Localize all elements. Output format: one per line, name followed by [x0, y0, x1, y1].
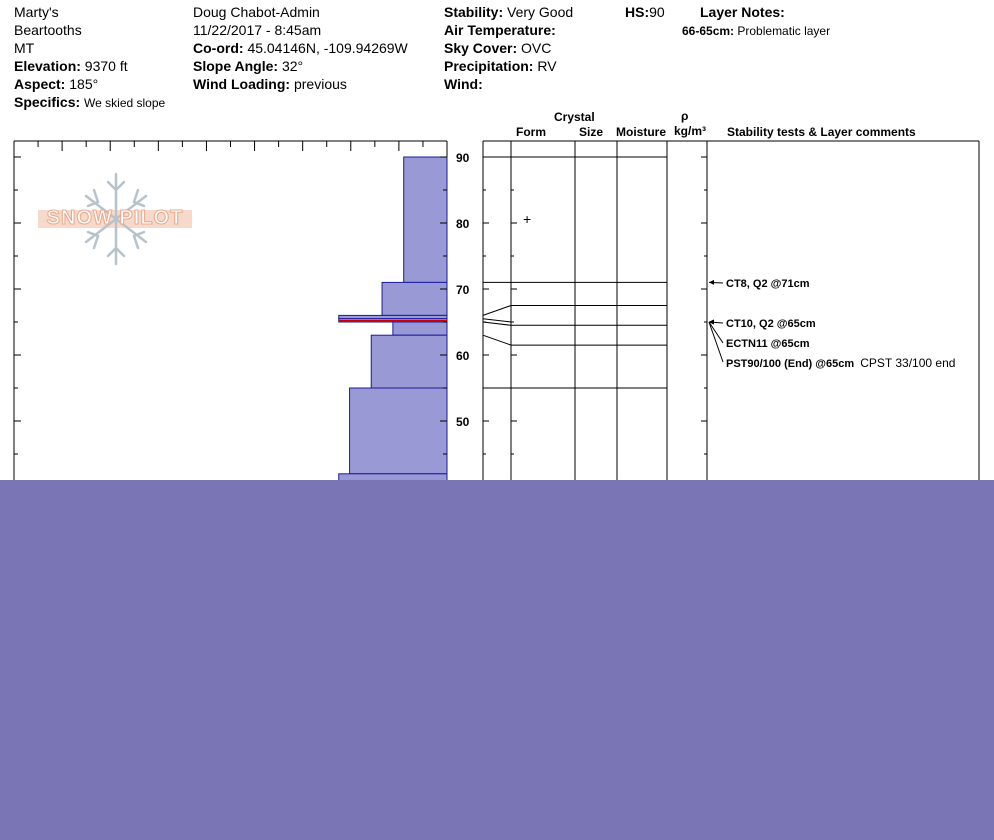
- layer-note: 66-65cm: Problematic layer: [682, 22, 830, 40]
- elevation-label: Elevation:: [14, 58, 81, 74]
- moisture-header: Moisture: [616, 125, 667, 139]
- wind-loading-value: previous: [293, 76, 347, 92]
- layer-connector: [482, 305, 512, 316]
- stability-label: Stability:: [444, 4, 504, 20]
- state-name: MT: [14, 40, 35, 56]
- stability-value: Very Good: [507, 4, 574, 20]
- observer-name: Doug Chabot-Admin: [193, 4, 320, 20]
- wind-row: Wind:: [444, 75, 483, 93]
- layer-connector: [482, 321, 512, 326]
- size-header: Size: [579, 125, 604, 139]
- coord-value: 45.04146N, -109.94269W: [247, 40, 408, 56]
- hs-row: HS:90: [625, 3, 665, 21]
- comment-text: CT8, Q2 @71cm: [726, 278, 810, 290]
- form-header: Form: [516, 125, 546, 139]
- aspect-label: Aspect:: [14, 76, 66, 92]
- wind-loading-label: Wind Loading:: [193, 76, 291, 92]
- hs-label: HS:: [625, 4, 650, 20]
- hardness-layer-bar: [381, 281, 448, 316]
- precipitation-value: RV: [537, 58, 557, 74]
- stability-test-arrow: [708, 321, 724, 363]
- slope-value: 32°: [281, 58, 304, 74]
- wind-label: Wind:: [444, 76, 483, 92]
- specifics-row: Specifics: We skied slope: [14, 93, 165, 112]
- wind-loading-row: Wind Loading: previous: [193, 75, 347, 93]
- comment-item: CT10, Q2 @65cm: [726, 318, 816, 330]
- layer-note-text: Problematic layer: [737, 24, 831, 38]
- aspect-row: Aspect: 185°: [14, 75, 98, 93]
- range-name: Beartooths: [14, 22, 82, 38]
- slope-label: Slope Angle:: [193, 58, 279, 74]
- elevation-value: 9370 ft: [84, 58, 128, 74]
- sky-cover-label: Sky Cover:: [444, 40, 518, 56]
- elevation-row: Elevation: 9370 ft: [14, 57, 128, 75]
- sky-cover-value: OVC: [521, 40, 552, 56]
- hardness-layer-bar: [349, 387, 448, 475]
- height-tick-label: 80: [456, 217, 470, 231]
- stability-test-arrowhead: [709, 319, 714, 325]
- crystal-form-symbol: +: [523, 211, 531, 227]
- comment-item: PST90/100 (End) @65cm CPST 33/100 end: [726, 357, 955, 370]
- slope-row: Slope Angle: 32°: [193, 57, 303, 75]
- comment-text: ECTN11 @65cm: [726, 338, 810, 350]
- coord-row: Co-ord: 45.04146N, -109.94269W: [193, 39, 408, 57]
- layer-connector: [482, 318, 512, 323]
- snowflake-icon: [84, 172, 148, 266]
- layer-notes-label: Layer Notes:: [700, 4, 785, 20]
- height-tick-label: 50: [456, 415, 470, 429]
- site-name: Marty's: [14, 4, 59, 20]
- air-temp-row: Air Temperature:: [444, 21, 556, 39]
- rho-header: ρ: [681, 109, 689, 123]
- comment-item: CT8, Q2 @71cm: [726, 278, 809, 290]
- crystal-header: Crystal: [554, 110, 595, 124]
- hardness-layer-bar: [403, 156, 448, 283]
- lower-profile-fill: [0, 480, 994, 840]
- coord-label: Co-ord:: [193, 40, 244, 56]
- comment-text: CT10, Q2 @65cm: [726, 318, 816, 330]
- layer-connector: [482, 334, 512, 346]
- observation-datetime: 11/22/2017 - 8:45am: [193, 22, 322, 38]
- comment-extra: CPST 33/100 end: [860, 356, 956, 370]
- stability-row: Stability: Very Good: [444, 3, 573, 21]
- stability-test-arrowhead: [709, 279, 714, 285]
- specifics-value: We skied slope: [84, 96, 166, 110]
- comments-header: Stability tests & Layer comments: [727, 125, 916, 139]
- aspect-value: 185°: [69, 76, 99, 92]
- height-tick-label: 70: [456, 283, 470, 297]
- hardness-layer-bar: [392, 321, 448, 336]
- specifics-label: Specifics:: [14, 94, 81, 110]
- hs-value: 90: [649, 4, 665, 20]
- precipitation-row: Precipitation: RV: [444, 57, 557, 75]
- air-temp-label: Air Temperature:: [444, 22, 556, 38]
- density-unit-header: kg/m³: [674, 124, 707, 138]
- height-tick-label: 60: [456, 349, 470, 363]
- stability-test-arrow: [708, 321, 724, 344]
- sky-cover-row: Sky Cover: OVC: [444, 39, 551, 57]
- snow-profile-chart: 50 60 70 80 90 +: [13, 140, 980, 480]
- snowpilot-logo: SNOW PILOT: [46, 207, 184, 230]
- hardness-layer-bar: [370, 334, 448, 389]
- layer-note-range: 66-65cm:: [682, 24, 735, 38]
- comment-item: ECTN11 @65cm: [726, 338, 810, 350]
- comment-text: PST90/100 (End) @65cm: [726, 358, 855, 370]
- precipitation-label: Precipitation:: [444, 58, 534, 74]
- height-tick-label: 90: [456, 151, 470, 165]
- hardness-layer-bar: [338, 473, 448, 480]
